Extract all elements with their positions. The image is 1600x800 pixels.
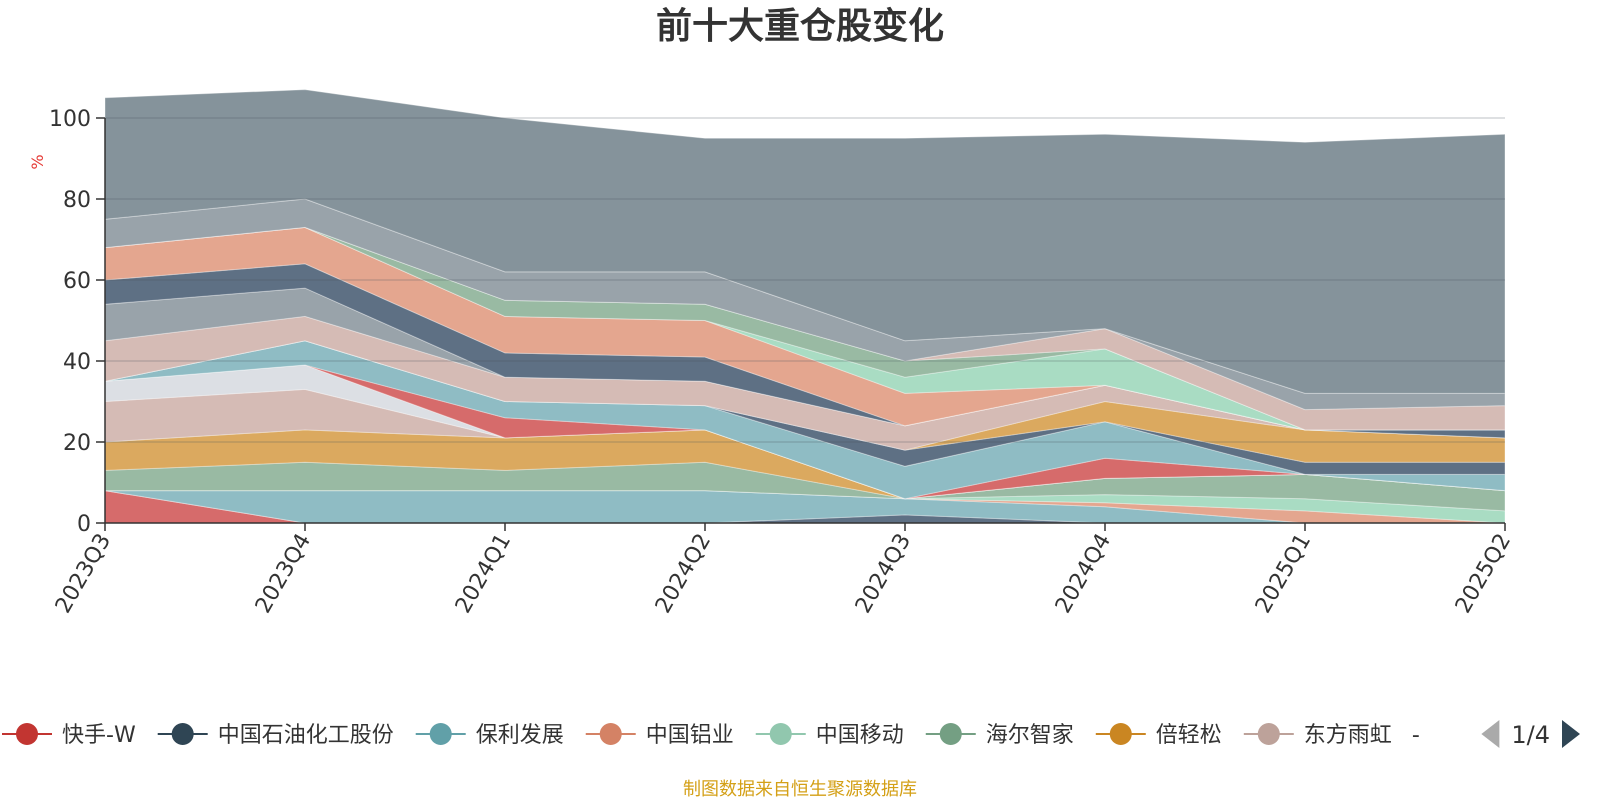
y-axis-unit-label: % bbox=[28, 154, 47, 169]
legend-item-5[interactable]: 中国移动 bbox=[755, 723, 904, 748]
legend: 快手-W 中国石油化工股份 保利发展 中国铝业 中国移动 海尔智家 倍轻松 东方雨虹 - 1/4 bbox=[2, 720, 1580, 749]
grid-lines bbox=[105, 117, 1505, 443]
y-tick-label: 80 bbox=[63, 188, 91, 213]
legend-label: 保利发展 bbox=[476, 723, 564, 748]
legend-item-3[interactable]: 保利发展 bbox=[415, 723, 564, 748]
legend-item-1[interactable]: 快手-W bbox=[2, 723, 136, 748]
legend-label: 东方雨虹 bbox=[1304, 723, 1392, 748]
legend-item-2[interactable]: 中国石油化工股份 bbox=[157, 723, 394, 748]
legend-label: 倍轻松 bbox=[1156, 723, 1222, 748]
legend-marker-icon bbox=[599, 723, 622, 745]
legend-label: 海尔智家 bbox=[986, 723, 1074, 748]
data-source-note: 制图数据来自恒生聚源数据库 bbox=[683, 779, 917, 800]
triangle-right-icon[interactable] bbox=[1562, 720, 1580, 748]
x-tick-label: 2024Q4 bbox=[1051, 530, 1116, 618]
legend-marker-icon bbox=[16, 723, 38, 745]
triangle-left-icon[interactable] bbox=[1481, 720, 1500, 748]
legend-marker-icon bbox=[939, 723, 962, 745]
legend-label: 快手-W bbox=[62, 723, 136, 748]
area-series-22 bbox=[104, 89, 1506, 394]
y-tick-label: 40 bbox=[63, 350, 91, 375]
x-tick-label: 2024Q2 bbox=[651, 530, 716, 618]
legend-marker-icon bbox=[1257, 723, 1280, 745]
y-tick-label: 20 bbox=[63, 431, 91, 456]
legend-label: 中国移动 bbox=[816, 723, 904, 748]
x-tick-label: 2024Q3 bbox=[851, 530, 916, 618]
legend-item-8[interactable]: 东方雨虹 bbox=[1243, 723, 1392, 748]
y-tick-label: 60 bbox=[63, 269, 91, 294]
y-tick-label: 100 bbox=[49, 107, 91, 132]
area-series-16 bbox=[104, 263, 1506, 439]
legend-marker-icon bbox=[1109, 723, 1132, 745]
area-series-6 bbox=[104, 461, 1506, 512]
legend-marker-icon bbox=[429, 723, 452, 745]
legend-item-6[interactable]: 海尔智家 bbox=[925, 723, 1074, 748]
x-tick-label: 2024Q1 bbox=[451, 530, 516, 618]
legend-label: 中国石油化工股份 bbox=[218, 723, 394, 748]
legend-marker-icon bbox=[171, 723, 194, 745]
legend-overflow-marker: - bbox=[1412, 723, 1420, 748]
area-series-group bbox=[104, 89, 1506, 524]
legend-item-7[interactable]: 倍轻松 bbox=[1095, 723, 1222, 748]
x-tick-label: 2023Q4 bbox=[251, 530, 316, 618]
legend-item-4[interactable]: 中国铝业 bbox=[585, 723, 734, 748]
x-tick-label: 2023Q3 bbox=[51, 530, 116, 618]
legend-label: 中国铝业 bbox=[646, 723, 734, 748]
legend-page-indicator: 1/4 bbox=[1511, 721, 1550, 749]
x-tick-label: 2025Q1 bbox=[1251, 530, 1316, 618]
legend-marker-icon bbox=[769, 723, 792, 745]
area-series-19 bbox=[104, 226, 1505, 431]
y-tick-label: 0 bbox=[77, 512, 91, 537]
chart-title: 前十大重仓股变化 bbox=[656, 5, 944, 47]
x-tick-label: 2025Q2 bbox=[1451, 530, 1516, 618]
